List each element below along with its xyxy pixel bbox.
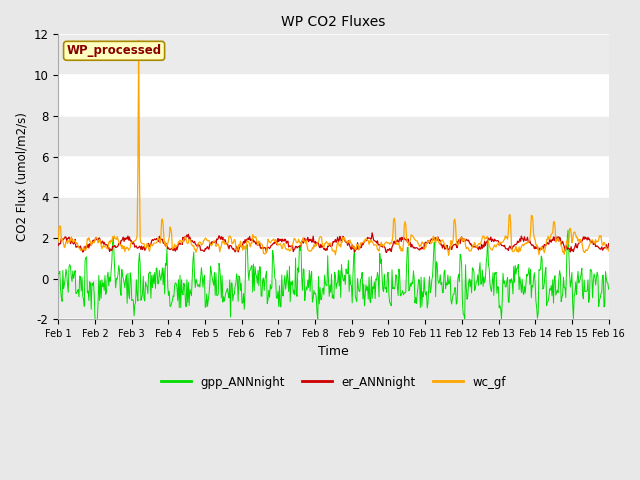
er_ANNnight — [206, 240, 214, 246]
Bar — [58, 35, 609, 75]
gpp_ANNnight — [605, 286, 612, 292]
gpp_ANNnight — [564, 227, 572, 233]
gpp_ANNnight — [65, 289, 72, 295]
wc_gf — [417, 243, 425, 249]
wc_gf — [401, 219, 409, 225]
wc_gf — [54, 239, 62, 244]
wc_gf — [207, 242, 214, 248]
er_ANNnight — [121, 235, 129, 241]
wc_gf — [121, 249, 129, 254]
Line: gpp_ANNnight: gpp_ANNnight — [58, 230, 609, 319]
er_ANNnight — [605, 240, 612, 246]
Legend: gpp_ANNnight, er_ANNnight, wc_gf: gpp_ANNnight, er_ANNnight, wc_gf — [156, 371, 511, 393]
gpp_ANNnight — [122, 276, 129, 282]
gpp_ANNnight — [54, 271, 62, 276]
gpp_ANNnight — [207, 263, 214, 269]
gpp_ANNnight — [417, 274, 425, 280]
X-axis label: Time: Time — [318, 345, 349, 358]
wc_gf — [605, 248, 612, 254]
wc_gf — [135, 37, 143, 43]
er_ANNnight — [383, 250, 390, 255]
Title: WP CO2 Fluxes: WP CO2 Fluxes — [281, 15, 386, 29]
Line: wc_gf: wc_gf — [58, 40, 609, 255]
wc_gf — [445, 252, 452, 258]
gpp_ANNnight — [401, 290, 409, 296]
er_ANNnight — [65, 236, 72, 241]
wc_gf — [178, 240, 186, 246]
gpp_ANNnight — [178, 277, 186, 283]
Y-axis label: CO2 Flux (umol/m2/s): CO2 Flux (umol/m2/s) — [15, 112, 28, 241]
er_ANNnight — [177, 241, 184, 247]
Line: er_ANNnight: er_ANNnight — [58, 233, 609, 252]
er_ANNnight — [418, 244, 426, 250]
gpp_ANNnight — [91, 316, 99, 322]
Bar — [58, 197, 609, 238]
er_ANNnight — [402, 237, 410, 243]
er_ANNnight — [54, 242, 62, 248]
Bar — [58, 279, 609, 319]
Bar — [58, 116, 609, 156]
wc_gf — [65, 239, 72, 244]
er_ANNnight — [368, 230, 376, 236]
Text: WP_processed: WP_processed — [67, 44, 162, 57]
